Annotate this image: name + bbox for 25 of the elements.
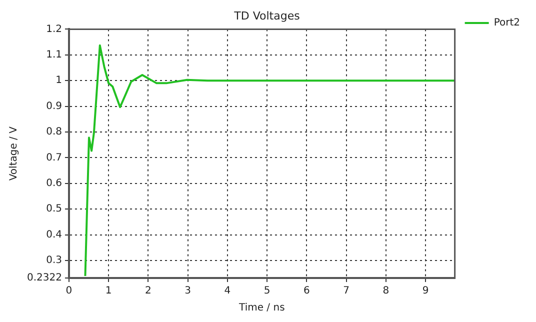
- x-tick-label: 5: [264, 286, 270, 297]
- x-tick-label: 3: [184, 286, 192, 297]
- x-tick-label: 4: [224, 286, 231, 297]
- x-tick-label: 7: [343, 286, 350, 297]
- y-tick-label: 0.9: [46, 100, 62, 112]
- y-tick-label: 0.5: [46, 204, 62, 215]
- y-tick-label: 0.3: [46, 255, 62, 266]
- x-tick-label: 9: [422, 286, 429, 297]
- legend-label: Port2: [494, 18, 520, 29]
- y-tick-label: 0.4: [46, 229, 62, 240]
- y-tick-label: 0.6: [46, 178, 62, 190]
- x-axis-title: Time / ns: [238, 302, 285, 314]
- y-tick-label: 1: [56, 75, 62, 86]
- y-tick-label: 0.8: [46, 126, 62, 138]
- x-tick-label: 0: [66, 286, 72, 297]
- y-tick-label: 0.7: [46, 152, 62, 164]
- y-axis-title: Voltage / V: [8, 126, 20, 181]
- x-tick-label: 1: [105, 286, 112, 297]
- y-tick-label: 1.1: [46, 50, 62, 60]
- chart-title: TD Voltages: [233, 9, 300, 22]
- x-tick-label: 8: [382, 286, 390, 297]
- y-tick-label: 1.2: [46, 24, 62, 35]
- x-tick-label: 2: [145, 286, 152, 297]
- y-tick-label: 0.2322: [26, 272, 62, 284]
- x-tick-label: 6: [303, 286, 310, 297]
